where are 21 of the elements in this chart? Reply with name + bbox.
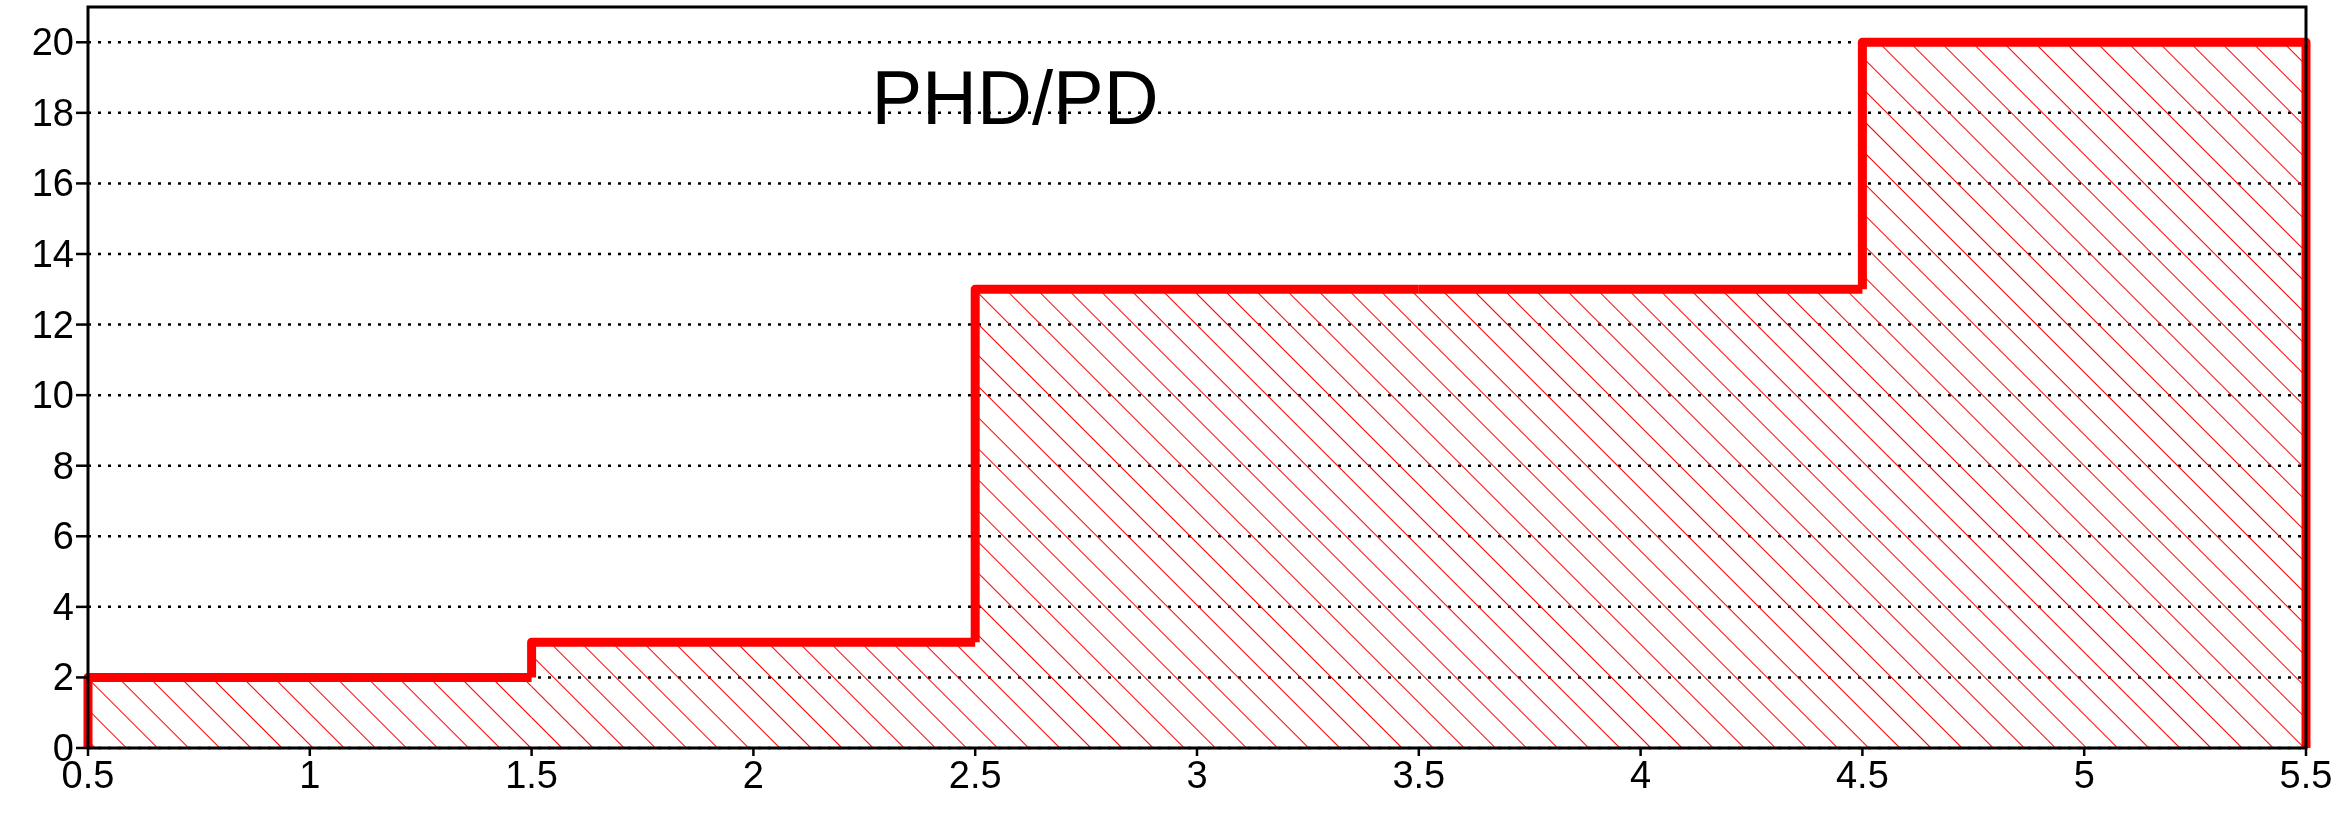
y-tick-label: 14: [31, 233, 74, 275]
x-tick-label: 3.5: [1392, 754, 1446, 796]
x-tick-label: 5: [2073, 754, 2095, 796]
y-tick-label: 10: [31, 374, 74, 417]
y-tick-label: 8: [52, 444, 74, 487]
x-tick-label: 4: [1630, 754, 1652, 796]
text: PHD/PD: [871, 54, 1159, 140]
x-tick-label: 5.5: [2279, 754, 2333, 796]
x-tick-label: 2.5: [948, 754, 1002, 796]
x-tick-label: 4.5: [1835, 754, 1889, 796]
y-tick-label: 2: [52, 656, 74, 699]
y-tick-label: 12: [31, 303, 74, 346]
x-tick-label: 2: [742, 754, 764, 796]
x-tick-label: 1: [299, 754, 321, 796]
y-tick-label: 16: [31, 162, 74, 205]
y-tick-label: 6: [52, 515, 74, 558]
y-tick-label: 20: [31, 21, 74, 64]
y-tick-label: 4: [52, 585, 74, 628]
x-tick-label: 1.5: [505, 754, 559, 796]
y-tick-label: 18: [31, 91, 74, 134]
x-tick-label: 3: [1186, 754, 1208, 796]
